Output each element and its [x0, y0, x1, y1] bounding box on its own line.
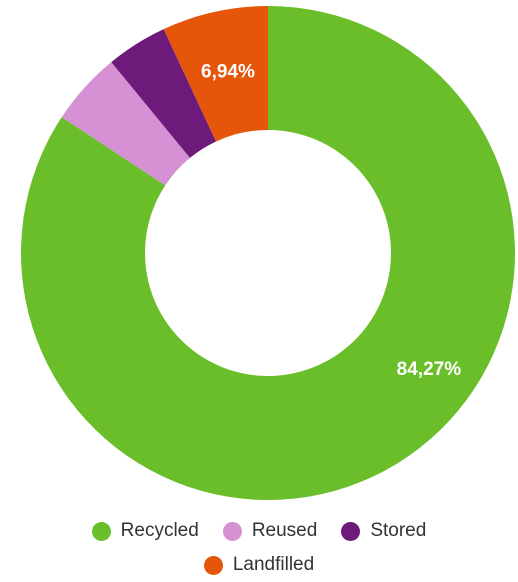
- slice-reused[interactable]: [61, 62, 190, 186]
- legend-row-1: Recycled Reused Stored: [0, 514, 518, 548]
- legend-item-stored[interactable]: Stored: [341, 520, 426, 542]
- legend-label-landfilled: Landfilled: [232, 554, 315, 575]
- legend-item-landfilled[interactable]: Landfilled: [203, 554, 315, 576]
- slice-stored[interactable]: [111, 29, 217, 158]
- slice-label-recycled: 84,27%: [397, 359, 462, 380]
- donut-labels: 84,27% 6,94%: [201, 61, 461, 380]
- chart-legend: Recycled Reused Stored Landfilled: [0, 514, 518, 582]
- legend-swatch-stored: [341, 521, 361, 541]
- slice-label-landfilled: 6,94%: [201, 61, 255, 82]
- legend-swatch-landfilled: [203, 555, 223, 575]
- slice-landfilled[interactable]: [163, 6, 268, 142]
- legend-row-2: Landfilled: [0, 548, 518, 582]
- donut-slices: [20, 6, 515, 501]
- slice-recycled[interactable]: [20, 6, 515, 501]
- legend-label-recycled: Recycled: [120, 520, 199, 541]
- legend-item-recycled[interactable]: Recycled: [91, 520, 199, 542]
- donut-chart: 84,27% 6,94%: [20, 6, 515, 501]
- legend-swatch-reused: [222, 521, 242, 541]
- legend-label-stored: Stored: [370, 520, 427, 541]
- legend-swatch-recycled: [91, 521, 111, 541]
- legend-item-reused[interactable]: Reused: [222, 520, 318, 542]
- legend-label-reused: Reused: [251, 520, 318, 541]
